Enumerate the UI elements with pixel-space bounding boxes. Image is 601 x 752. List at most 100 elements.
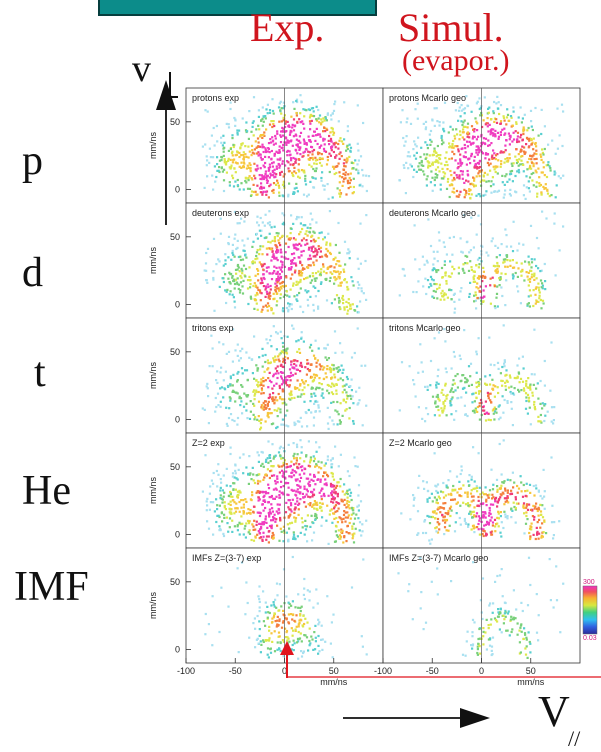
density-point (484, 157, 487, 160)
density-point (212, 237, 216, 240)
density-point (480, 299, 483, 302)
density-point (238, 500, 241, 504)
density-point (203, 408, 206, 411)
density-point (311, 153, 314, 156)
density-point (338, 139, 341, 142)
density-point (541, 407, 544, 410)
density-point (299, 230, 302, 234)
density-point (484, 534, 488, 537)
density-point (530, 172, 533, 176)
density-point (483, 409, 486, 412)
density-point (216, 156, 219, 159)
density-point (296, 395, 299, 398)
density-point (266, 103, 269, 106)
density-point (338, 534, 341, 537)
density-point (300, 169, 304, 172)
density-point (451, 144, 454, 147)
density-point (498, 284, 501, 287)
density-point (494, 496, 498, 499)
density-point (249, 472, 252, 475)
density-point (277, 278, 281, 281)
density-point (284, 382, 288, 385)
density-point (342, 268, 345, 271)
density-point (426, 147, 429, 150)
density-point (278, 471, 281, 474)
density-point (275, 348, 278, 351)
density-point (316, 503, 319, 506)
density-point (435, 501, 438, 504)
density-point (309, 128, 312, 131)
density-point (508, 153, 511, 156)
density-point (267, 362, 270, 365)
density-point (239, 289, 242, 292)
density-point (452, 293, 455, 296)
density-point (281, 212, 284, 215)
density-point (222, 150, 225, 153)
density-point (339, 535, 343, 538)
density-point (305, 109, 308, 112)
density-point (538, 176, 541, 179)
density-point (253, 389, 256, 392)
density-point (448, 142, 451, 145)
density-point (306, 514, 309, 517)
density-point (335, 501, 338, 504)
density-point (261, 538, 264, 541)
density-point (286, 375, 289, 378)
density-point (279, 282, 282, 285)
density-point (487, 130, 490, 133)
density-point (357, 402, 360, 405)
density-point (276, 415, 279, 418)
density-point (450, 493, 453, 497)
density-point (314, 159, 318, 162)
density-point (537, 267, 540, 270)
density-point (529, 383, 532, 386)
density-point (347, 252, 350, 255)
density-point (480, 179, 483, 182)
density-point (417, 165, 420, 168)
density-point (259, 177, 262, 180)
density-point (303, 487, 306, 490)
density-point (299, 606, 302, 610)
density-point (451, 190, 454, 193)
density-point (323, 236, 326, 239)
density-point (468, 136, 471, 139)
density-points (204, 555, 368, 660)
density-point (285, 403, 288, 406)
density-point (312, 379, 315, 382)
density-point (484, 511, 487, 514)
density-point (539, 420, 542, 423)
density-point (465, 381, 468, 384)
density-point (264, 147, 267, 150)
density-point (265, 108, 268, 111)
density-point (233, 282, 237, 286)
density-point (309, 458, 313, 461)
density-point (444, 512, 447, 515)
density-point (266, 526, 269, 529)
density-point (481, 511, 485, 514)
density-point (325, 519, 328, 522)
density-point (450, 398, 453, 401)
density-point (437, 161, 440, 164)
density-point (219, 486, 222, 489)
density-point (268, 393, 271, 396)
density-point (236, 494, 239, 497)
density-point (266, 605, 269, 608)
density-point (313, 500, 316, 503)
density-point (497, 367, 500, 370)
density-point (516, 138, 519, 141)
density-point (204, 633, 207, 636)
density-point (306, 276, 309, 279)
density-point (535, 157, 538, 160)
density-point (248, 110, 251, 113)
density-point (321, 184, 325, 187)
density-point (307, 258, 310, 261)
density-point (522, 132, 525, 136)
density-point (227, 385, 230, 388)
density-point (512, 277, 515, 280)
density-point (541, 151, 544, 154)
density-point (242, 161, 245, 164)
density-point (240, 515, 243, 518)
density-point (494, 135, 497, 138)
density-point (296, 488, 299, 491)
density-point (334, 530, 337, 533)
